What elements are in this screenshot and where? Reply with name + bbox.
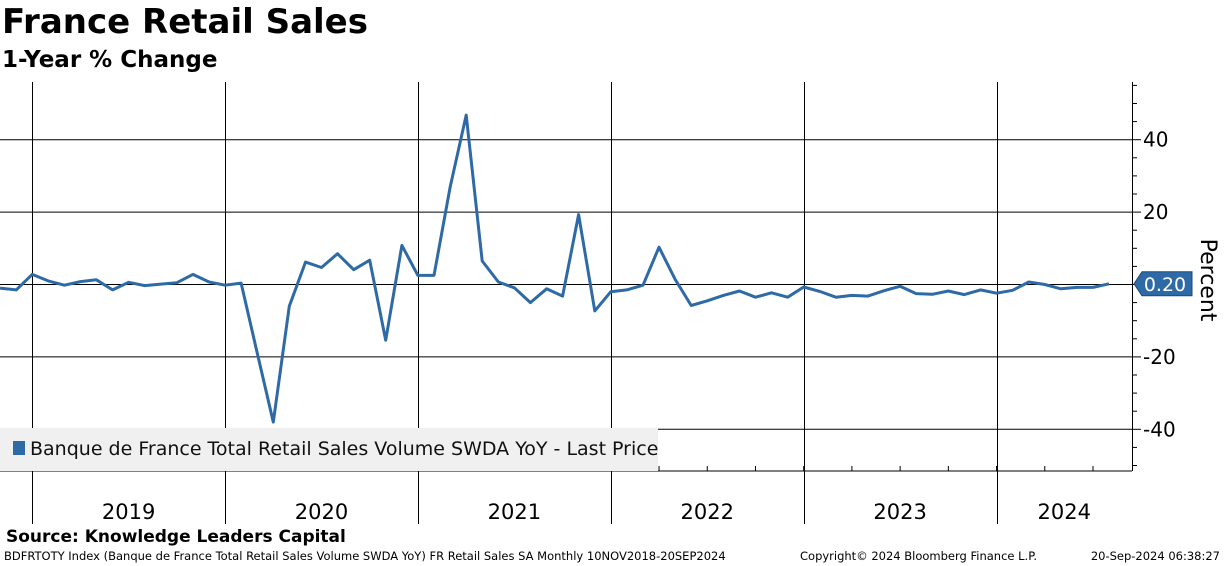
- data-point: [224, 284, 227, 287]
- data-point: [770, 291, 773, 294]
- x-year-label-2022: 2022: [681, 500, 734, 524]
- data-point: [143, 284, 146, 287]
- y-axis-label: Percent: [1195, 239, 1220, 322]
- data-point: [690, 304, 693, 307]
- data-point: [1059, 287, 1062, 290]
- data-point: [899, 285, 902, 288]
- chart-title: France Retail Sales: [2, 2, 368, 42]
- y-axis: 40 20 -20 -40 Percent 0.20: [1132, 82, 1220, 471]
- data-point: [63, 284, 66, 287]
- data-point: [1092, 286, 1095, 289]
- y-tick-label: -40: [1143, 417, 1176, 441]
- data-point: [979, 288, 982, 291]
- data-point: [336, 252, 339, 255]
- data-point: [433, 274, 436, 277]
- data-point: [416, 274, 419, 277]
- data-point: [159, 283, 162, 286]
- data-point: [240, 282, 243, 285]
- data-point: [481, 260, 484, 263]
- data-point: [561, 295, 564, 298]
- data-point: [208, 281, 211, 284]
- data-point: [1043, 283, 1046, 286]
- data-point: [529, 301, 532, 304]
- data-point: [1027, 281, 1030, 284]
- y-tick-label: 20: [1143, 200, 1168, 224]
- data-point: [786, 296, 789, 299]
- series-layer: [0, 113, 1111, 424]
- x-year-label-2021: 2021: [488, 500, 541, 524]
- data-point: [545, 287, 548, 290]
- data-point: [352, 268, 355, 271]
- data-point: [79, 280, 82, 283]
- data-point: [15, 288, 18, 291]
- data-point: [1108, 282, 1111, 285]
- data-point: [127, 281, 130, 284]
- y-tick-label: -20: [1143, 345, 1176, 369]
- data-point: [320, 266, 323, 269]
- legend: [0, 428, 658, 471]
- x-year-label-2020: 2020: [295, 500, 348, 524]
- data-point: [513, 286, 516, 289]
- data-point: [47, 279, 50, 282]
- data-point: [400, 244, 403, 247]
- data-point: [288, 305, 291, 308]
- data-point: [577, 213, 580, 216]
- data-point: [674, 278, 677, 281]
- data-point: [449, 185, 452, 188]
- x-year-label-2023: 2023: [873, 500, 926, 524]
- data-point: [625, 288, 628, 291]
- data-point: [497, 281, 500, 284]
- data-point: [642, 284, 645, 287]
- data-point: [995, 292, 998, 295]
- data-point: [1076, 286, 1079, 289]
- footer-timestamp: 20-Sep-2024 06:38:27: [1090, 549, 1220, 563]
- data-point: [272, 421, 275, 424]
- data-point: [609, 290, 612, 293]
- data-point: [883, 289, 886, 292]
- legend-label: Banque de France Total Retail Sales Volu…: [30, 438, 659, 460]
- x-axis: 2019 2020 2021 2022 2023 2024: [31, 466, 1094, 524]
- data-point: [175, 281, 178, 284]
- series-line: [0, 113, 1110, 424]
- data-point: [593, 309, 596, 312]
- footer-copyright: Copyright© 2024 Bloomberg Finance L.P.: [800, 549, 1037, 563]
- data-point: [706, 299, 709, 302]
- last-value-tag: [1133, 271, 1193, 297]
- data-point: [738, 290, 741, 293]
- data-point: [915, 292, 918, 295]
- data-point: [191, 273, 194, 276]
- x-year-label-2019: 2019: [102, 500, 155, 524]
- data-point: [658, 246, 661, 249]
- data-point: [256, 352, 259, 355]
- data-point: [754, 296, 757, 299]
- data-point: [834, 296, 837, 299]
- data-point: [963, 293, 966, 296]
- data-point: [368, 259, 371, 262]
- last-value-label: 0.20: [1144, 274, 1186, 296]
- data-point: [850, 294, 853, 297]
- data-point: [384, 339, 387, 342]
- source-note: Source: Knowledge Leaders Capital: [6, 527, 346, 547]
- data-point: [722, 294, 725, 297]
- data-point: [866, 295, 869, 298]
- data-point: [802, 286, 805, 289]
- data-point: [95, 278, 98, 281]
- data-point: [304, 261, 307, 264]
- legend-swatch: [13, 441, 25, 455]
- data-point: [931, 293, 934, 296]
- data-point: [947, 290, 950, 293]
- data-point: [31, 273, 34, 276]
- data-point: [1011, 289, 1014, 292]
- data-point: [111, 288, 114, 291]
- x-year-label-2024: 2024: [1038, 500, 1091, 524]
- data-point: [818, 290, 821, 293]
- chart-subtitle: 1-Year % Change: [2, 47, 218, 73]
- y-tick-label: 40: [1143, 128, 1168, 152]
- data-point: [465, 114, 468, 117]
- footer-index-info: BDFRTOTY Index (Banque de France Total R…: [4, 549, 726, 563]
